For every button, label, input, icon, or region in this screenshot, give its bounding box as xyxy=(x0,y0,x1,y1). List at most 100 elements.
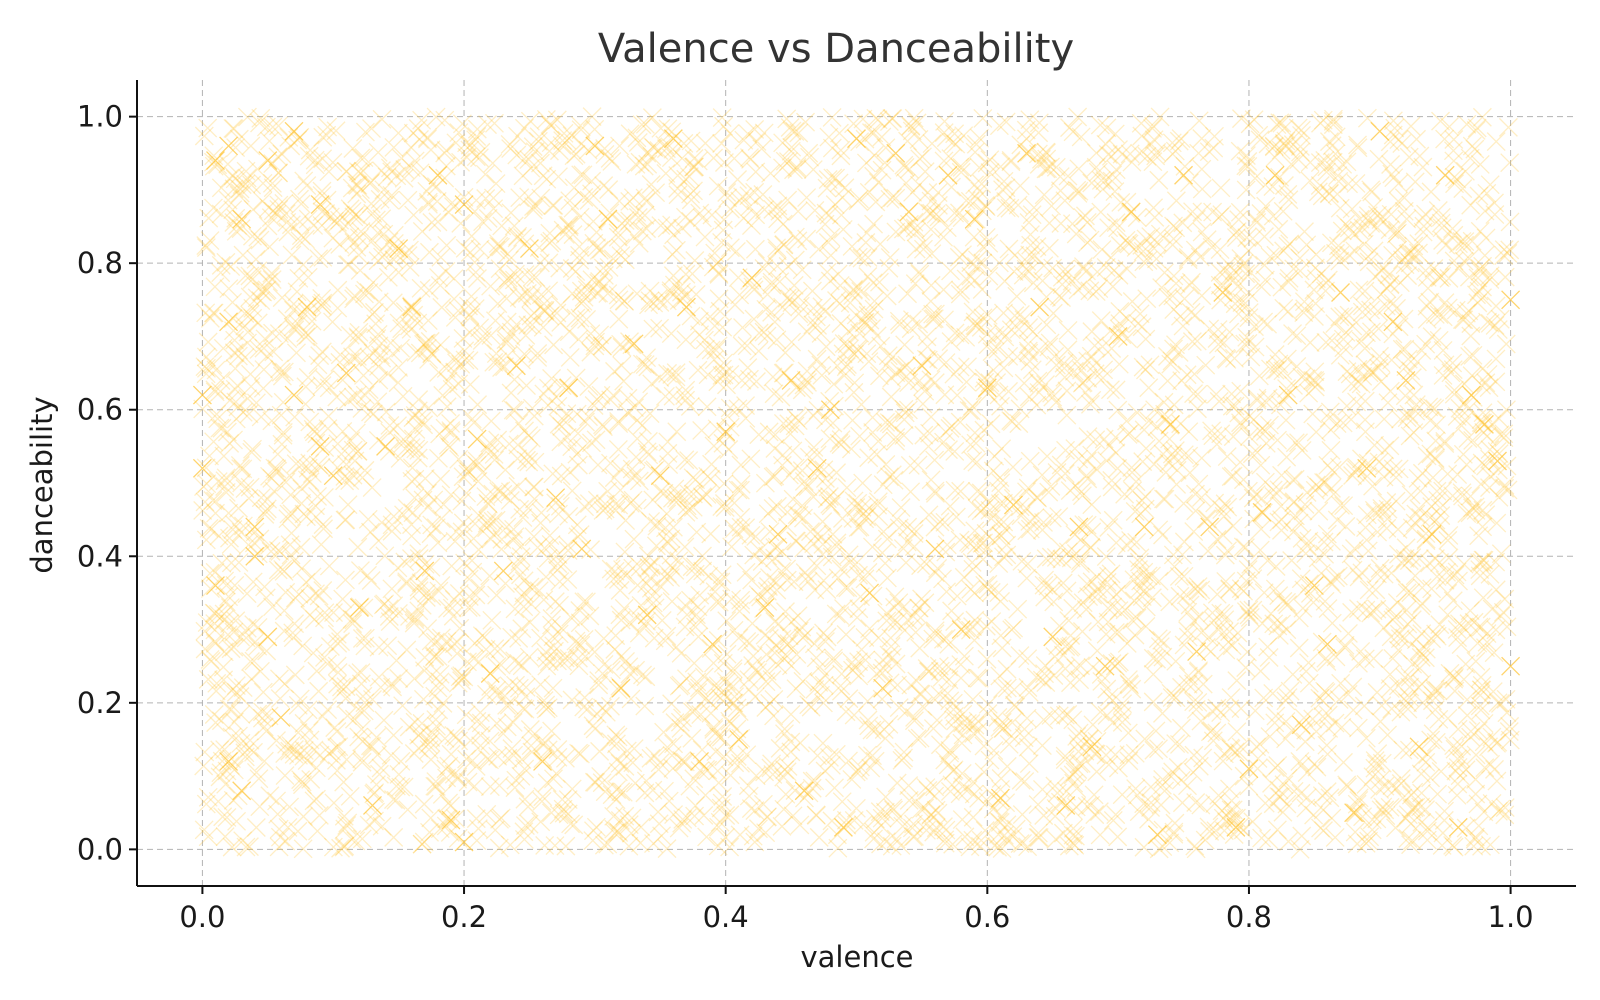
scatter-point xyxy=(1282,721,1302,741)
scatter-point xyxy=(1020,110,1040,130)
scatter-point xyxy=(845,658,865,678)
scatter-point xyxy=(896,553,916,573)
scatter-point xyxy=(389,262,409,282)
scatter-point xyxy=(1341,410,1361,429)
scatter-point xyxy=(589,671,609,691)
scatter-point xyxy=(441,796,461,816)
scatter-point xyxy=(911,684,931,704)
scatter-point xyxy=(1078,427,1098,447)
scatter-point xyxy=(359,282,379,302)
scatter-point xyxy=(1192,448,1212,468)
scatter-point xyxy=(1164,822,1184,842)
scatter-point xyxy=(881,636,901,656)
scatter-point xyxy=(990,717,1010,737)
scatter-point xyxy=(807,349,827,369)
scatter-point xyxy=(766,573,786,592)
scatter-point xyxy=(1328,236,1348,256)
scatter-point xyxy=(803,160,823,180)
scatter-point xyxy=(217,422,237,442)
scatter-point xyxy=(619,836,639,856)
scatter-point xyxy=(312,181,332,201)
scatter-point xyxy=(397,498,417,518)
scatter-point xyxy=(457,749,477,769)
scatter-point xyxy=(451,213,471,233)
scatter-point xyxy=(1106,380,1126,400)
scatter-point xyxy=(749,425,769,445)
scatter-point xyxy=(225,359,245,378)
scatter-point xyxy=(1109,265,1129,285)
scatter-point xyxy=(667,422,687,442)
scatter-point xyxy=(358,565,377,585)
scatter-point xyxy=(973,108,993,128)
scatter-point xyxy=(1118,425,1138,444)
scatter-point xyxy=(1207,329,1227,348)
scatter-point xyxy=(338,255,357,275)
scatter-point xyxy=(594,835,614,855)
scatter-point xyxy=(695,227,715,247)
scatter-point xyxy=(1345,803,1365,823)
scatter-point xyxy=(1142,588,1162,608)
scatter-point xyxy=(682,728,702,748)
scatter-point xyxy=(424,647,444,667)
scatter-point xyxy=(744,545,764,565)
scatter-point xyxy=(995,327,1015,347)
scatter-point xyxy=(483,188,503,208)
scatter-point xyxy=(425,686,445,706)
scatter-point xyxy=(1057,405,1077,425)
scatter-point xyxy=(1417,309,1437,329)
scatter-point xyxy=(992,806,1012,826)
scatter-point xyxy=(965,271,985,291)
scatter-point xyxy=(1151,795,1171,815)
scatter-point xyxy=(313,515,333,535)
scatter-point xyxy=(520,612,540,632)
scatter-point xyxy=(270,689,290,709)
scatter-point xyxy=(526,267,546,287)
scatter-point xyxy=(505,778,525,798)
scatter-point xyxy=(794,788,814,808)
scatter-point xyxy=(909,262,929,282)
scatter-point xyxy=(379,441,399,461)
scatter-point xyxy=(707,592,727,612)
scatter-point xyxy=(746,660,766,680)
scatter-point xyxy=(702,454,722,474)
scatter-point xyxy=(524,477,544,497)
scatter-point xyxy=(657,626,677,646)
scatter-point xyxy=(1470,221,1490,241)
scatter-point xyxy=(1328,166,1348,186)
scatter-point xyxy=(1289,638,1309,658)
scatter-point xyxy=(1201,642,1221,662)
scatter-point xyxy=(1422,629,1442,649)
scatter-point xyxy=(1244,317,1264,337)
scatter-point xyxy=(1276,131,1296,151)
scatter-point xyxy=(1086,143,1106,163)
scatter-point xyxy=(714,153,734,172)
scatter-point xyxy=(832,509,852,528)
scatter-point xyxy=(1000,198,1020,218)
scatter-point xyxy=(282,504,302,524)
scatter-point xyxy=(1169,566,1189,586)
scatter-point xyxy=(1365,758,1385,778)
scatter-point xyxy=(940,496,960,516)
scatter-point xyxy=(521,428,541,448)
scatter-point xyxy=(376,402,396,422)
scatter-point xyxy=(879,714,899,734)
scatter-point xyxy=(593,258,613,278)
scatter-point xyxy=(1150,107,1170,127)
scatter-point xyxy=(1265,147,1285,167)
scatter-point xyxy=(1072,360,1091,380)
scatter-point xyxy=(1363,476,1383,496)
scatter-point xyxy=(499,695,519,715)
scatter-point xyxy=(1068,183,1088,203)
scatter-point xyxy=(1077,515,1097,535)
scatter-point xyxy=(563,198,583,218)
scatter-point xyxy=(963,807,983,827)
scatter-point xyxy=(1417,267,1437,287)
scatter-point xyxy=(575,688,595,707)
scatter-point xyxy=(862,319,882,338)
scatter-point xyxy=(309,681,329,701)
scatter-point xyxy=(1008,599,1028,619)
scatter-point xyxy=(627,429,647,449)
scatter-point xyxy=(1447,562,1467,582)
scatter-point xyxy=(246,249,266,269)
scatter-point xyxy=(1221,688,1241,708)
